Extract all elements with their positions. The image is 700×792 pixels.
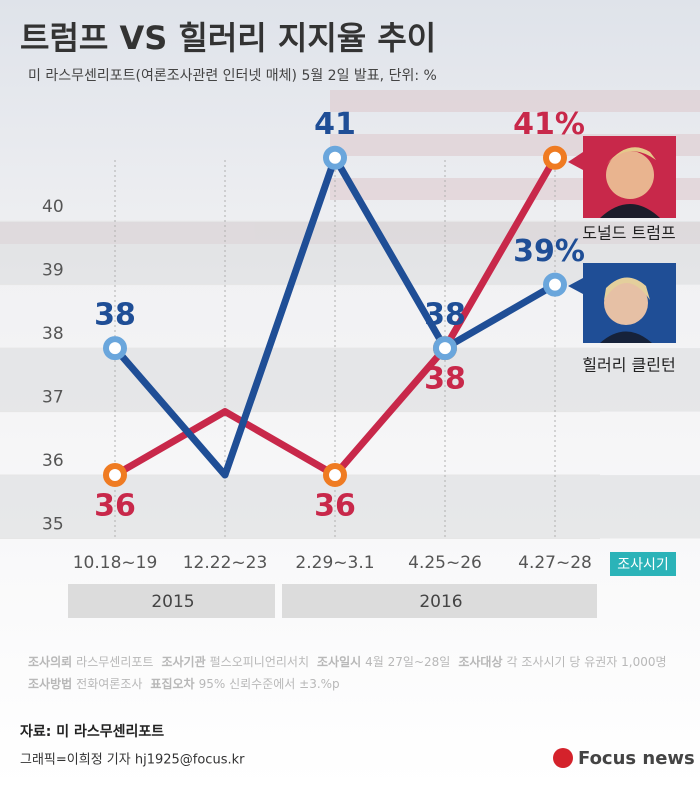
data-point [543, 272, 567, 297]
year-label: 2016 [419, 592, 462, 612]
x-tick-label: 12.22~23 [183, 553, 268, 573]
clinton-hair [604, 277, 650, 300]
note-label: 조사대상 [458, 654, 502, 669]
note-line: 조사의뢰 라스무센리포트 조사기관 펄스오피니언리서치 조사일시 4월 27일~28일 조사… [28, 654, 667, 669]
note-label: 표집오차 [150, 676, 194, 691]
data-label: 38 [424, 298, 466, 333]
data-point [103, 463, 127, 488]
data-label: 38 [424, 362, 466, 397]
data-point [543, 145, 567, 170]
trump-suit [600, 204, 660, 218]
note-text: 4월 27일~28일 [365, 655, 450, 669]
x-axis-label: 조사시기 [617, 557, 669, 573]
note-label: 조사방법 [28, 676, 72, 691]
note-text: 라스무센리포트 [76, 655, 153, 669]
chart-subtitle: 미 라스무센리포트(여론조사관련 인터넷 매체) 5월 2일 발표, 단위: % [28, 68, 437, 84]
note-text: 95% 신뢰수준에서 ±3.%p [199, 677, 340, 691]
credit: 그래픽=이희정 기자 hj1925@focus.kr [20, 753, 245, 768]
logo-mark [553, 748, 573, 768]
data-label: 36 [94, 489, 136, 524]
note-line: 조사방법 전화여론조사 표집오차 95% 신뢰수준에서 ±3.%p [28, 676, 340, 691]
note-label: 조사일시 [317, 654, 361, 669]
data-label: 41 [314, 107, 356, 142]
data-label: 38 [94, 298, 136, 333]
data-label: 36 [314, 489, 356, 524]
legend-label: 도널드 트럼프 [582, 224, 675, 243]
note-label: 조사의뢰 [28, 654, 72, 669]
note-text: 펄스오피니언리서치 [210, 655, 309, 669]
x-tick-label: 10.18~19 [73, 553, 158, 573]
source: 자료: 미 라스무센리포트 [20, 724, 164, 740]
clinton-pointer [568, 278, 583, 294]
trump-pointer [568, 152, 583, 170]
trump-hair [606, 147, 656, 165]
x-tick-label: 4.27~28 [518, 553, 592, 573]
note-text: 각 조사시기 당 유권자 1,000명 [507, 655, 667, 669]
note-label: 조사기관 [161, 654, 205, 669]
note-text: 전화여론조사 [76, 677, 142, 691]
data-point [103, 336, 127, 361]
legend-label: 힐러리 클린턴 [582, 356, 675, 375]
logo: Focus news [578, 748, 695, 769]
trump-face [606, 151, 654, 199]
chart-title: 트럼프 VS 힐러리 지지율 추이 [20, 19, 436, 57]
y-tick-label: 40 [42, 197, 64, 217]
x-label-badge [610, 552, 676, 576]
x-tick-label: 4.25~26 [408, 553, 482, 573]
data-point [323, 463, 347, 488]
x-tick-label: 2.29~3.1 [295, 553, 374, 573]
y-tick-label: 36 [42, 451, 64, 471]
data-label: 41% [513, 107, 585, 142]
year-band [68, 584, 275, 618]
y-tick-label: 38 [42, 324, 64, 344]
year-band [282, 584, 597, 618]
clinton-suit [600, 331, 652, 343]
data-label: 39% [513, 234, 585, 269]
clinton-face [604, 281, 648, 325]
year-label: 2015 [151, 592, 194, 612]
y-tick-label: 35 [42, 515, 64, 535]
data-point [323, 145, 347, 170]
data-point [433, 336, 457, 361]
y-tick-label: 37 [42, 388, 64, 408]
y-tick-label: 39 [42, 261, 64, 281]
